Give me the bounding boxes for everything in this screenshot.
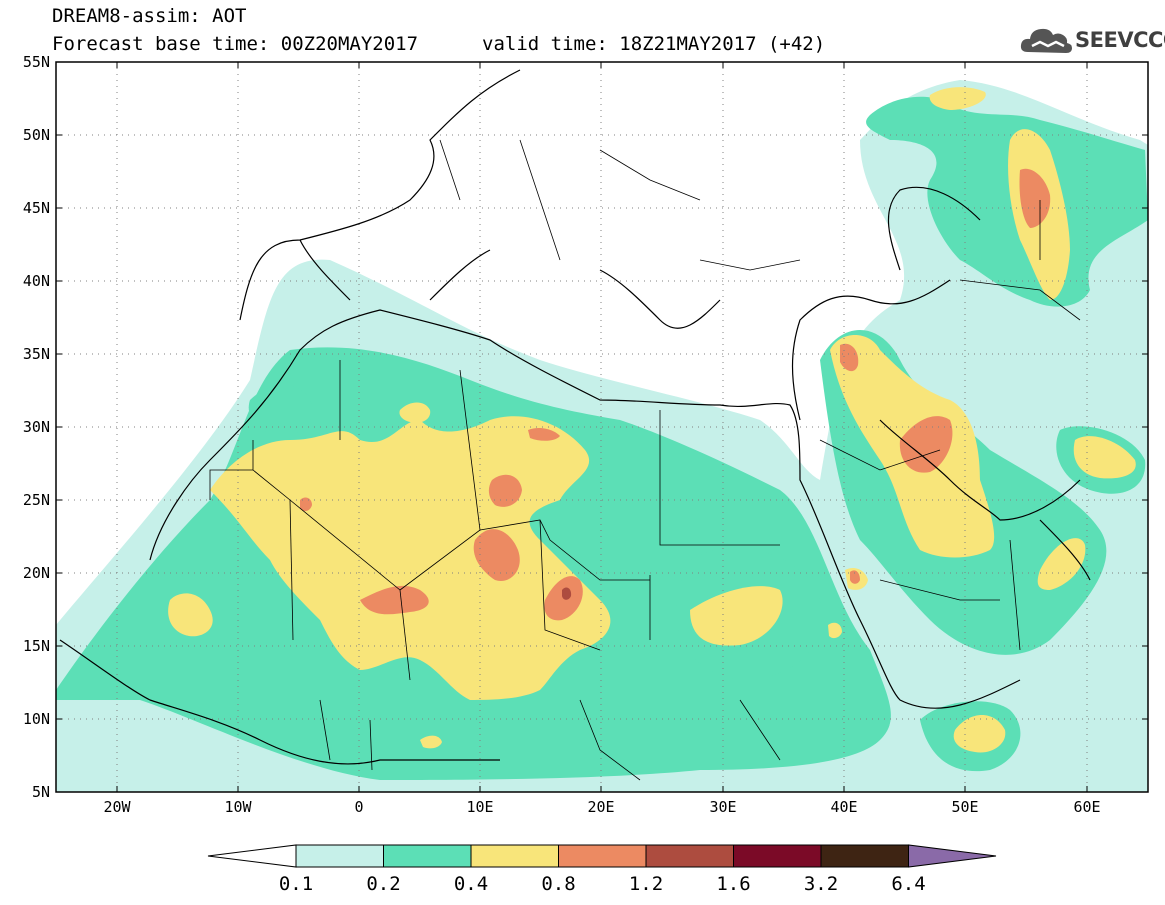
lat-tick-label: 15N [23,637,50,655]
colorbar-label: 1.2 [628,873,664,895]
colorbar-label: 3.2 [803,873,839,895]
lon-tick-label: 50E [951,798,978,816]
coastlines [59,69,1091,765]
lon-tick-label: 0 [354,798,363,816]
colorbar-segment [470,844,559,868]
lat-tick-label: 5N [32,783,50,801]
lat-tick-label: 20N [23,564,50,582]
colorbar-label: 1.6 [716,873,751,895]
lon-tick-label: 40E [830,798,857,816]
lat-lon-grid [56,62,1148,792]
colorbar [207,844,997,868]
colorbar-segment [733,844,822,868]
lat-tick-label: 45N [23,199,50,217]
lat-tick-label: 55N [23,53,50,71]
tick-marks [56,62,1148,792]
colorbar-label: 0.8 [541,873,576,895]
cloud-logo-icon [1020,28,1072,53]
lat-tick-label: 30N [23,418,50,436]
lon-tick-label: 30E [709,798,736,816]
model-title: DREAM8-assim: AOT [52,5,247,27]
lon-tick-labels: 20W 10W 0 10E 20E 30E 40E 50E 60E [103,798,1100,816]
lon-tick-label: 10W [224,798,252,816]
aot-contour-1.2 [562,587,572,600]
lat-tick-labels: 55N 50N 45N 40N 35N 30N 25N 20N 15N 10N … [23,53,50,801]
colorbar-segment [820,844,909,868]
colorbar-label: 0.4 [453,873,489,895]
colorbar-label: 6.4 [891,873,926,895]
lat-tick-label: 50N [23,126,50,144]
lat-tick-label: 40N [23,272,50,290]
lon-tick-label: 10E [466,798,493,816]
aot-contour-0.8 [300,168,1051,621]
colorbar-segment [383,844,472,868]
colorbar-segment [295,844,384,868]
seevccc-logo: SEEVCCC [1018,22,1165,60]
valid-time: valid time: 18Z21MAY2017 (+42) [482,33,826,55]
map-plot-area [56,62,1148,792]
colorbar-segment [558,844,647,868]
lon-tick-label: 20E [587,798,614,816]
forecast-base-time: Forecast base time: 00Z20MAY2017 [52,33,419,55]
lon-tick-label: 20W [103,798,131,816]
country-borders [209,139,1081,781]
lat-tick-label: 10N [23,710,50,728]
logo-text: SEEVCCC [1075,28,1165,52]
lat-tick-label: 35N [23,345,50,363]
colorbar-label: 0.2 [366,873,401,895]
lon-tick-label: 60E [1073,798,1100,816]
lat-tick-label: 25N [23,491,50,509]
colorbar-over-arrow [908,844,997,868]
colorbar-segment [645,844,734,868]
colorbar-label: 0.1 [278,873,314,895]
colorbar-under-arrow [207,844,297,868]
